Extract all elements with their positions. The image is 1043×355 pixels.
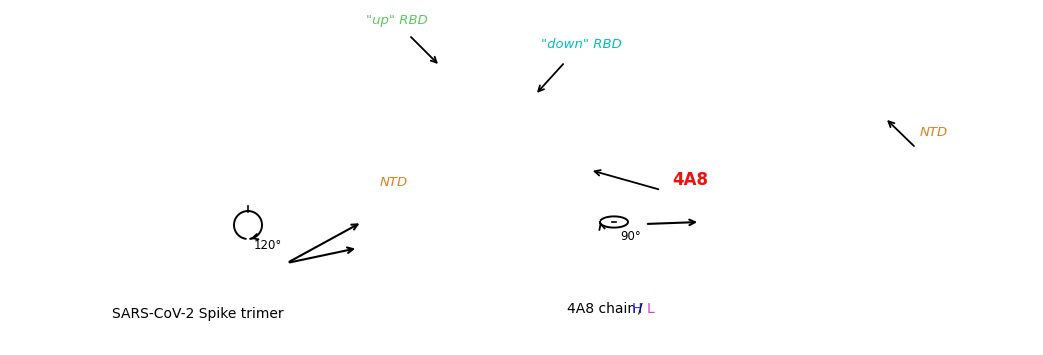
Text: 90°: 90°: [620, 230, 640, 243]
Text: H: H: [632, 302, 642, 316]
Text: 4A8: 4A8: [672, 171, 708, 189]
Text: SARS-CoV-2 Spike trimer: SARS-CoV-2 Spike trimer: [113, 307, 284, 321]
Text: NTD: NTD: [380, 176, 408, 190]
Text: L: L: [647, 302, 654, 316]
Text: NTD: NTD: [920, 126, 948, 140]
Text: 120°: 120°: [254, 239, 283, 252]
Text: "up" RBD: "up" RBD: [366, 14, 428, 27]
Text: 4A8 chain: 4A8 chain: [567, 302, 640, 316]
Text: /: /: [638, 302, 648, 316]
Text: "down" RBD: "down" RBD: [541, 38, 622, 51]
